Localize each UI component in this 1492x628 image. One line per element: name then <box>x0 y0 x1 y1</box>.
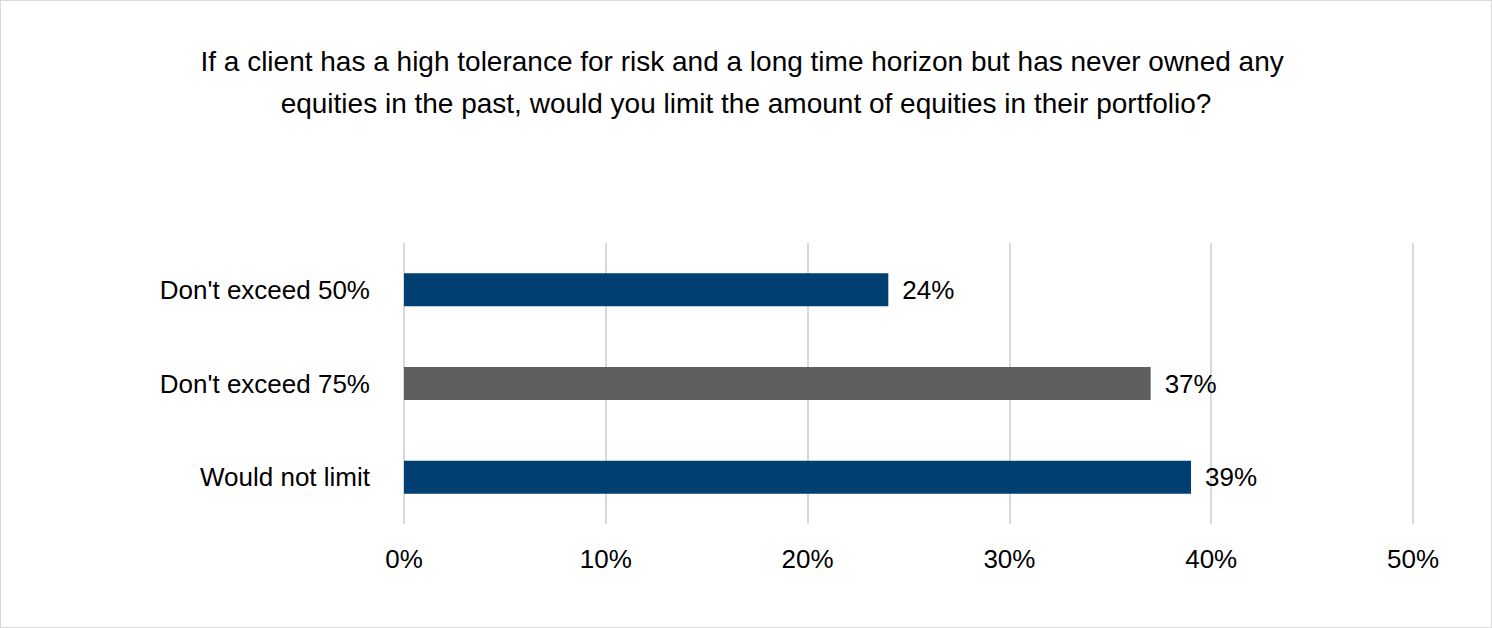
svg-text:0%: 0% <box>385 544 423 574</box>
svg-text:39%: 39% <box>1205 462 1257 492</box>
svg-text:If a client has a high toleran: If a client has a high tolerance for ris… <box>200 46 1291 77</box>
svg-text:37%: 37% <box>1165 369 1217 399</box>
svg-text:Would not limit: Would not limit <box>200 462 371 492</box>
svg-text:40%: 40% <box>1185 544 1237 574</box>
svg-text:24%: 24% <box>902 275 954 305</box>
svg-text:30%: 30% <box>983 544 1035 574</box>
svg-text:Don't exceed 75%: Don't exceed 75% <box>160 369 370 399</box>
svg-text:10%: 10% <box>580 544 632 574</box>
svg-text:50%: 50% <box>1387 544 1439 574</box>
svg-text:Don't exceed 50%: Don't exceed 50% <box>160 275 370 305</box>
svg-text:20%: 20% <box>782 544 834 574</box>
svg-text:equities in the past, would yo: equities in the past, would you limit th… <box>281 88 1212 119</box>
